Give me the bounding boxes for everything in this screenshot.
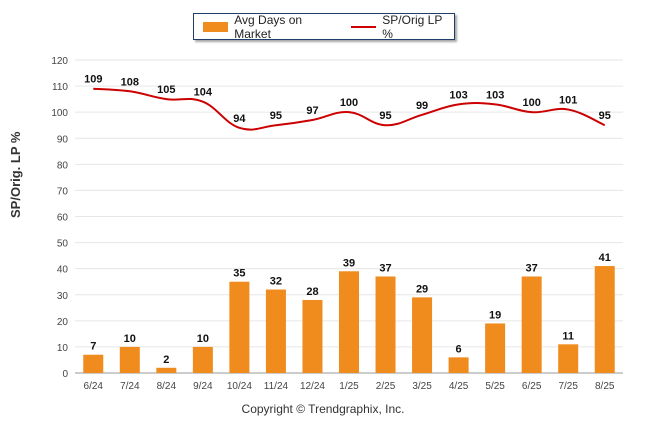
y-tick-label: 120 — [51, 56, 68, 67]
x-tick-label: 4/25 — [449, 381, 469, 392]
bar — [412, 297, 433, 373]
bar — [302, 299, 323, 373]
bar-data-label: 35 — [233, 268, 245, 280]
sp-orig-lp-line — [93, 87, 606, 131]
line-data-label: 108 — [121, 76, 139, 88]
bar — [594, 266, 615, 373]
line-data-label: 104 — [194, 87, 213, 99]
bar-data-label: 37 — [526, 262, 538, 274]
y-tick-label: 0 — [62, 369, 68, 380]
legend-bar-label: Avg Days on Market — [234, 12, 303, 41]
y-tick-label: 40 — [57, 265, 69, 276]
y-tick-label: 110 — [52, 82, 68, 93]
legend-item-bar: Avg Days on Market — [203, 13, 339, 41]
x-tick-label: 9/24 — [193, 381, 213, 392]
bar — [448, 357, 469, 373]
bar — [192, 346, 213, 373]
line-data-label: 101 — [559, 95, 577, 107]
line-data-label: 99 — [416, 100, 428, 112]
line-data-label: 100 — [340, 97, 358, 109]
bar-data-label: 19 — [489, 309, 501, 321]
y-tick-label: 20 — [57, 317, 69, 328]
line-data-label: 95 — [599, 110, 611, 122]
y-tick-label: 60 — [57, 213, 69, 224]
line-data-label: 109 — [84, 74, 102, 86]
x-tick-label: 8/24 — [157, 381, 177, 392]
bar-data-label: 39 — [343, 257, 355, 269]
line-data-label: 100 — [522, 97, 540, 109]
x-tick-label: 12/24 — [300, 381, 325, 392]
bar-data-label: 32 — [270, 276, 282, 288]
y-tick-label: 10 — [57, 343, 69, 354]
x-tick-label: 10/24 — [227, 381, 252, 392]
legend-line-swatch — [351, 25, 377, 28]
bar-data-label: 10 — [124, 333, 136, 345]
bar-data-label: 41 — [599, 252, 611, 264]
line-data-label: 94 — [233, 113, 246, 125]
x-tick-label: 11/24 — [264, 381, 289, 392]
bar — [83, 354, 104, 373]
line-data-label: 105 — [157, 84, 175, 96]
bar-data-label: 29 — [416, 283, 428, 295]
legend: Avg Days on Market SP/Orig LP % — [193, 13, 455, 41]
line-data-label: 103 — [486, 89, 504, 101]
x-tick-label: 1/25 — [339, 381, 359, 392]
bar-data-label: 28 — [306, 286, 318, 298]
bar-data-label: 37 — [379, 262, 391, 274]
legend-item-line: SP/Orig LP % — [351, 13, 454, 41]
bar-data-label: 11 — [562, 330, 574, 342]
bar — [375, 276, 396, 373]
line-data-label: 95 — [379, 110, 391, 122]
bar — [265, 289, 286, 373]
y-tick-label: 90 — [57, 134, 69, 145]
bar — [229, 281, 250, 373]
bar — [156, 367, 177, 373]
x-tick-label: 7/24 — [120, 381, 140, 392]
bar — [119, 346, 140, 373]
x-tick-label: 6/25 — [522, 381, 542, 392]
legend-line-label: SP/Orig LP % — [382, 12, 443, 41]
line-data-label: 95 — [270, 110, 282, 122]
line-data-label: 97 — [306, 105, 318, 117]
x-tick-label: 3/25 — [412, 381, 432, 392]
y-tick-label: 70 — [57, 186, 69, 197]
bar — [521, 276, 542, 373]
x-tick-label: 6/24 — [84, 381, 104, 392]
bar — [485, 323, 506, 373]
y-tick-label: 50 — [57, 239, 69, 250]
y-tick-label: 80 — [57, 160, 69, 171]
bar-data-label: 10 — [197, 333, 209, 345]
line-data-label: 103 — [449, 89, 467, 101]
bar-data-label: 7 — [90, 341, 96, 353]
y-tick-label: 100 — [51, 108, 68, 119]
bar — [339, 271, 359, 373]
x-tick-label: 2/25 — [376, 381, 396, 392]
bar — [558, 344, 579, 373]
y-tick-label: 30 — [57, 291, 69, 302]
x-tick-label: 5/25 — [485, 381, 505, 392]
copyright-footer: Copyright © Trendgraphix, Inc. — [241, 402, 405, 416]
legend-bar-swatch — [203, 21, 229, 32]
bar-data-label: 2 — [163, 354, 169, 366]
x-tick-label: 7/25 — [558, 381, 578, 392]
bar-data-label: 6 — [456, 343, 462, 355]
x-tick-label: 8/25 — [595, 381, 615, 392]
